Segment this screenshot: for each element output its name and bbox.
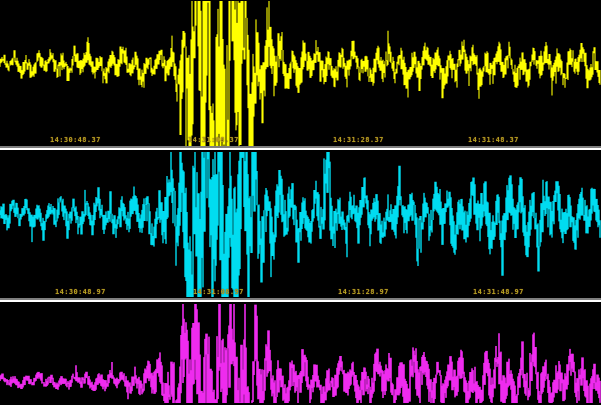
divider-shadow-line xyxy=(0,146,601,148)
time-axis-channel-2: 14:30:48.97 14:31:08.97 14:31:28.97 14:3… xyxy=(0,288,601,297)
panel-divider xyxy=(0,146,601,150)
waveform-trace-channel-2[interactable] xyxy=(0,150,601,302)
waveform-trace-channel-3[interactable] xyxy=(0,302,601,405)
divider-highlight-line xyxy=(0,300,601,302)
time-label: 14:31:48.37 xyxy=(468,136,519,144)
panel-divider xyxy=(0,298,601,302)
time-label: 14:31:08.37 xyxy=(188,136,239,144)
time-label: 14:31:48.97 xyxy=(473,288,524,296)
divider-highlight-line xyxy=(0,148,601,150)
waveform-trace-channel-1[interactable] xyxy=(0,0,601,150)
time-label: 14:31:28.37 xyxy=(333,136,384,144)
waveform-panel-1[interactable]: 14:30:48.37 14:31:08.37 14:31:28.37 14:3… xyxy=(0,0,601,150)
time-axis-channel-1: 14:30:48.37 14:31:08.37 14:31:28.37 14:3… xyxy=(0,136,601,145)
time-label: 14:31:28.97 xyxy=(338,288,389,296)
time-label: 14:31:08.97 xyxy=(193,288,244,296)
divider-shadow-line xyxy=(0,298,601,300)
time-label: 14:30:48.97 xyxy=(55,288,106,296)
time-label: 14:30:48.37 xyxy=(50,136,101,144)
waveform-panel-2[interactable]: 14:30:48.97 14:31:08.97 14:31:28.97 14:3… xyxy=(0,150,601,302)
waveform-panel-3[interactable] xyxy=(0,302,601,405)
